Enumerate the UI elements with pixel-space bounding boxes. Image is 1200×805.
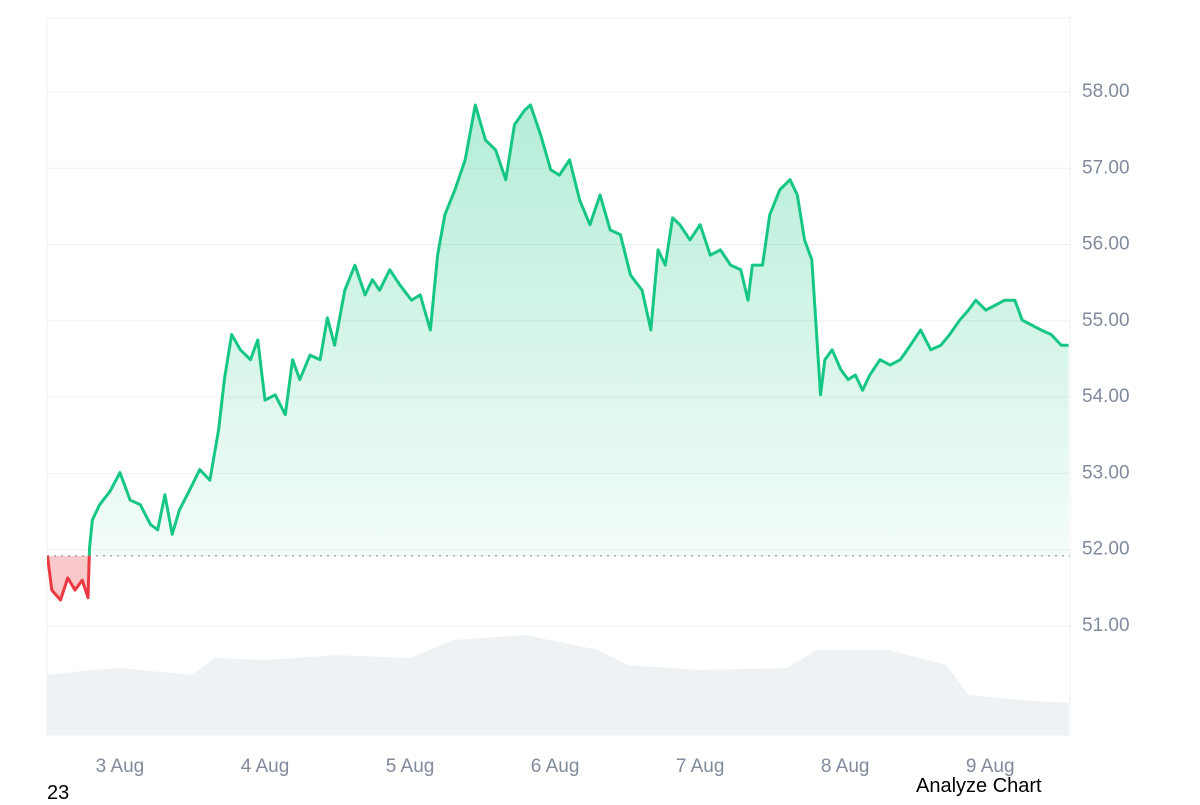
- area-up: [47, 104, 1069, 556]
- y-tick-label: 58.00: [1082, 81, 1130, 102]
- price-line-up: [47, 103, 1069, 556]
- x-tick-label: 6 Aug: [531, 756, 580, 777]
- y-tick-label: 53.00: [1082, 462, 1130, 483]
- y-tick-label: 55.00: [1082, 310, 1130, 331]
- footer-left: 23: [47, 782, 70, 804]
- y-tick-label: 57.00: [1082, 157, 1130, 178]
- volume-area: [47, 635, 1069, 735]
- x-tick-label: 7 Aug: [676, 756, 725, 777]
- y-tick-label: 52.00: [1082, 539, 1130, 560]
- x-tick-label: 9 Aug: [966, 756, 1015, 777]
- y-tick-label: 56.00: [1082, 234, 1130, 255]
- x-tick-label: 3 Aug: [96, 756, 145, 777]
- y-tick-label: 51.00: [1082, 615, 1130, 636]
- x-tick-label: 8 Aug: [821, 756, 870, 777]
- x-tick-label: 4 Aug: [241, 756, 290, 777]
- analyze-chart-button[interactable]: Analyze Chart: [916, 775, 1042, 797]
- y-tick-label: 54.00: [1082, 386, 1130, 407]
- x-tick-label: 5 Aug: [386, 756, 435, 777]
